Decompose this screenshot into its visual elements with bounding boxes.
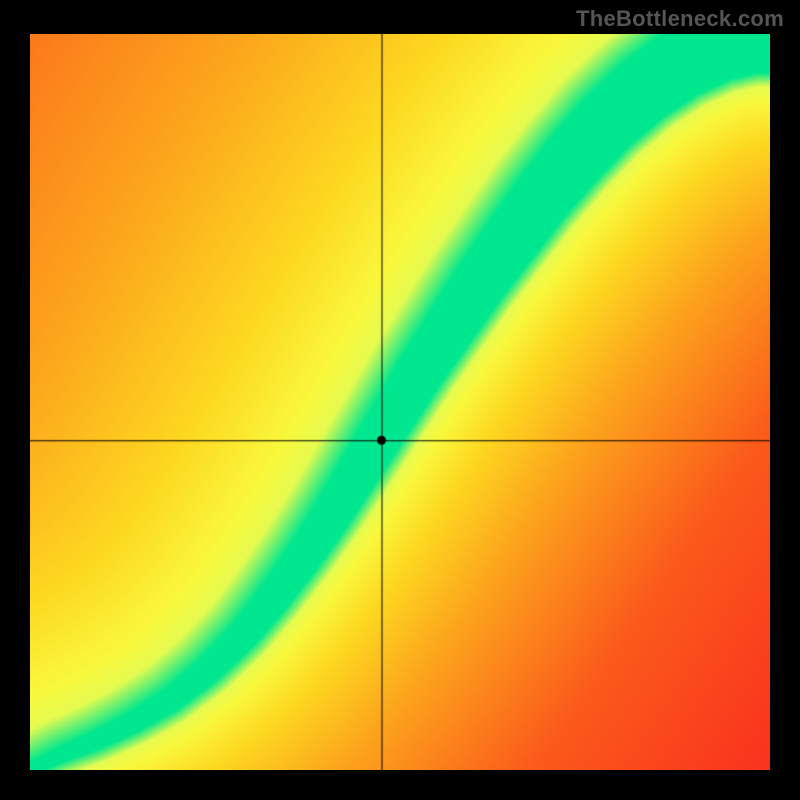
stage: TheBottleneck.com bbox=[0, 0, 800, 800]
watermark-text: TheBottleneck.com bbox=[576, 6, 784, 32]
plot-area bbox=[30, 34, 770, 770]
heatmap-canvas bbox=[30, 34, 770, 770]
